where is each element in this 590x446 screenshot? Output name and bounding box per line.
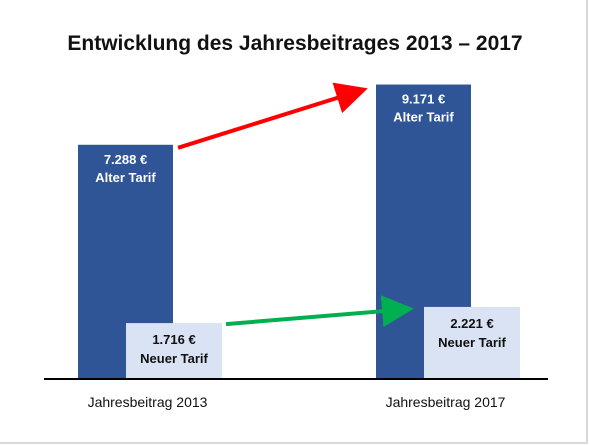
data-label-alter-tarif-value-1: 9.171 € xyxy=(402,92,445,107)
chart-title: Entwicklung des Jahresbeitrages 2013 – 2… xyxy=(67,32,523,55)
bar-neuer-tarif-0 xyxy=(126,323,222,378)
trend-arrow-neuer-tarif xyxy=(225,295,414,328)
data-label-neuer-tarif-value-0: 1.716 € xyxy=(152,332,195,347)
trend-arrow-alter-tarif xyxy=(177,82,368,150)
data-label-alter-tarif-name-1: Alter Tarif xyxy=(393,110,454,125)
data-label-neuer-tarif-name-0: Neuer Tarif xyxy=(140,351,208,366)
data-label-neuer-tarif-value-1: 2.221 € xyxy=(450,316,493,331)
data-label-neuer-tarif-name-1: Neuer Tarif xyxy=(438,335,506,350)
data-label-alter-tarif-name-0: Alter Tarif xyxy=(95,170,156,185)
data-label-alter-tarif-value-0: 7.288 € xyxy=(104,152,147,167)
x-tick-label-0: Jahresbeitrag 2013 xyxy=(88,394,208,410)
bar-neuer-tarif-1 xyxy=(424,306,520,378)
x-tick-label-1: Jahresbeitrag 2017 xyxy=(386,394,506,410)
